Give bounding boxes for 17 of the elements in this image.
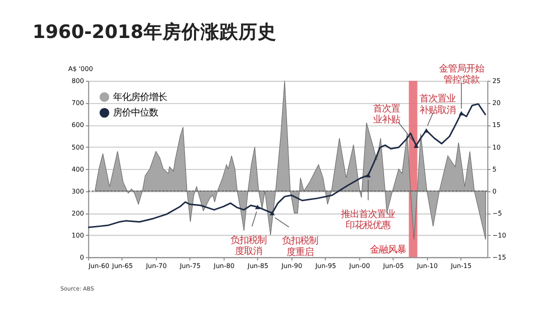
chart-title: 1960-2018年房价涨跌历史 — [32, 21, 276, 44]
point — [366, 172, 371, 178]
legend-label: 年化房价增长 — [113, 92, 168, 103]
annotation: 推出首次置业印花税优惠 — [341, 208, 396, 232]
point — [255, 204, 260, 210]
point — [270, 210, 275, 216]
annotation: 首次置业补贴取消 — [419, 94, 456, 116]
band-label: 金融风暴 — [370, 244, 406, 256]
annotation: 负扣税制度取消 — [230, 235, 266, 258]
line-series — [87, 103, 486, 228]
point — [424, 128, 429, 133]
annotation: 负扣税制度重启 — [282, 236, 318, 258]
legend-label: 房价中位数 — [113, 108, 158, 119]
annotation: 首次置业补贴 — [373, 103, 400, 126]
point — [458, 111, 464, 116]
point — [414, 143, 419, 148]
annotation: 金管局开始管控贷款 — [438, 63, 484, 86]
